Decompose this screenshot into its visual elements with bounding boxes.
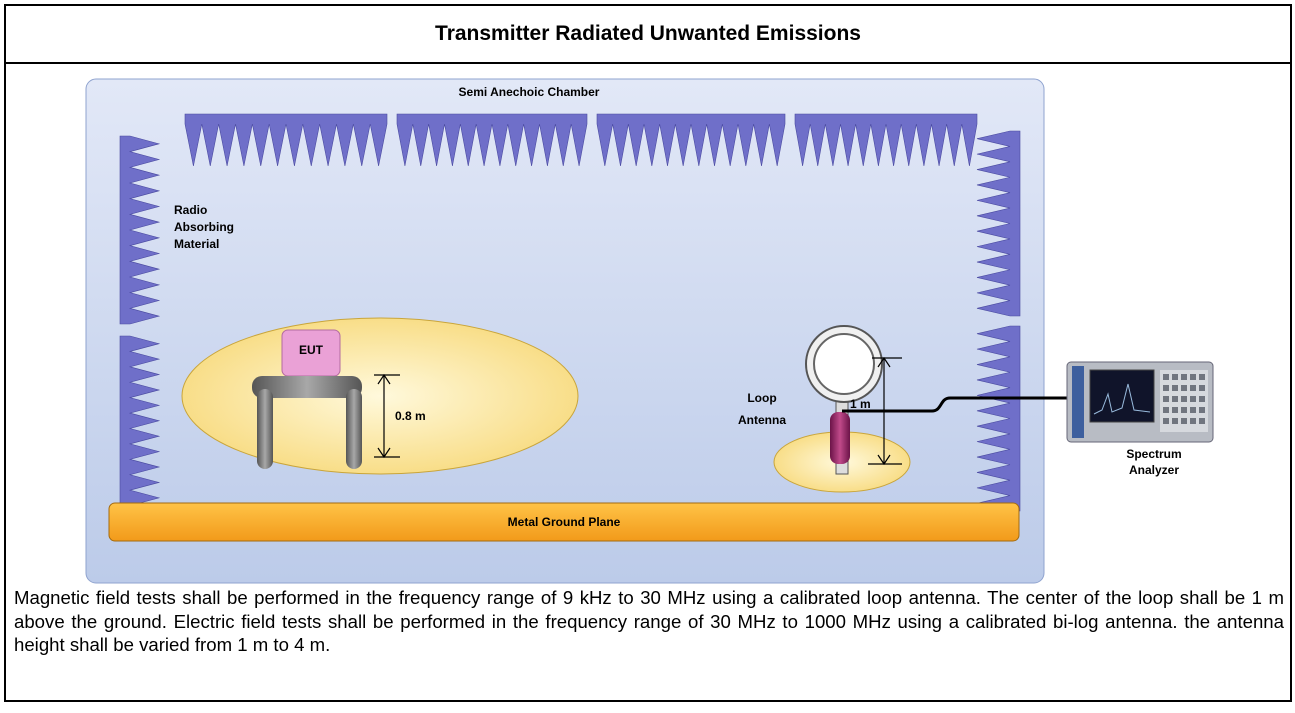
absorber	[976, 325, 1021, 512]
analyzer-key	[1199, 385, 1205, 391]
document-frame: Transmitter Radiated Unwanted Emissions …	[4, 4, 1292, 702]
analyzer-key	[1190, 407, 1196, 413]
analyzer-key	[1190, 374, 1196, 380]
absorber	[596, 113, 786, 167]
absorber	[184, 113, 388, 167]
title: Transmitter Radiated Unwanted Emissions	[6, 6, 1290, 64]
eut-label: EUT	[299, 343, 324, 357]
table-leg	[346, 389, 362, 469]
absorber	[794, 113, 978, 167]
antenna-label: Antenna	[738, 413, 786, 427]
absorber	[119, 335, 161, 522]
analyzer-key	[1172, 385, 1178, 391]
analyzer-key	[1163, 396, 1169, 402]
cable	[842, 396, 1068, 413]
analyzer-key	[1172, 407, 1178, 413]
table-top	[252, 376, 362, 398]
absorber-label: Material	[174, 237, 219, 251]
analyzer-key	[1199, 396, 1205, 402]
analyzer-key	[1163, 385, 1169, 391]
absorber	[976, 130, 1021, 317]
analyzer-key	[1163, 407, 1169, 413]
analyzer-key	[1190, 385, 1196, 391]
analyzer-label: Analyzer	[1129, 463, 1179, 477]
analyzer-key	[1172, 396, 1178, 402]
analyzer-key	[1172, 374, 1178, 380]
analyzer-key	[1190, 418, 1196, 424]
absorber	[119, 135, 161, 325]
analyzer-key	[1199, 418, 1205, 424]
analyzer-key	[1163, 418, 1169, 424]
analyzer-key	[1199, 407, 1205, 413]
test-setup-diagram: Semi Anechoic Chamber Radio Absorbing Ma…	[85, 78, 1214, 584]
antenna-holder	[830, 412, 850, 464]
analyzer-key	[1181, 374, 1187, 380]
analyzer-key	[1163, 374, 1169, 380]
analyzer-key	[1181, 385, 1187, 391]
antenna-dimension	[868, 356, 902, 466]
absorber-label: Radio	[174, 203, 207, 217]
absorber-label: Absorbing	[174, 220, 234, 234]
analyzer-key	[1190, 396, 1196, 402]
analyzer-key	[1181, 396, 1187, 402]
antenna-label: Loop	[747, 391, 776, 405]
turntable	[181, 317, 579, 475]
analyzer-key	[1181, 418, 1187, 424]
chamber-label: Semi Anechoic Chamber	[459, 85, 600, 99]
eut-height: 0.8 m	[395, 409, 426, 423]
table-leg	[257, 389, 273, 469]
analyzer-key	[1181, 407, 1187, 413]
spectrum-analyzer	[1066, 361, 1214, 443]
analyzer-key	[1172, 418, 1178, 424]
eut-dimension	[374, 373, 400, 459]
analyzer-label: Spectrum	[1126, 447, 1181, 461]
ground-label: Metal Ground Plane	[508, 515, 621, 529]
absorber	[396, 113, 588, 167]
antenna-height: 1 m	[850, 397, 871, 411]
analyzer-key	[1199, 374, 1205, 380]
description: Magnetic field tests shall be performed …	[14, 587, 1284, 655]
ground-plane	[108, 502, 1020, 542]
